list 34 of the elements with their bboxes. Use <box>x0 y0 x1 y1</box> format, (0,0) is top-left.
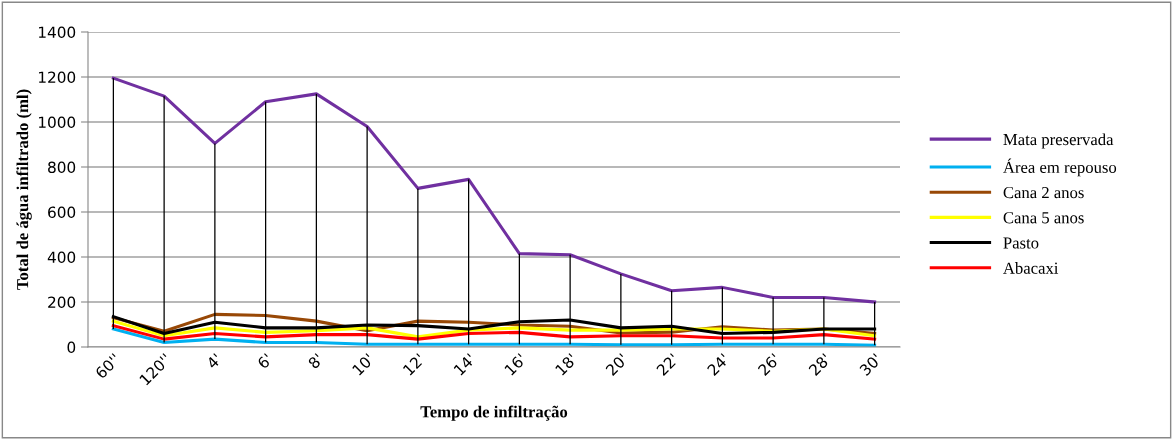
x-tick-label: 6' <box>256 353 273 370</box>
y-tick-label: 1400 <box>38 26 76 39</box>
y-tick-label: 600 <box>48 206 76 219</box>
legend-label: Abacaxi <box>1003 262 1059 274</box>
x-tick-label: 24' <box>706 353 730 376</box>
x-tick-label: 10' <box>351 353 375 376</box>
x-axis-title: Tempo de infiltração <box>420 405 568 421</box>
x-tick-label: 20' <box>605 353 629 377</box>
line-series <box>111 76 877 304</box>
x-tick-label: 16' <box>504 353 527 376</box>
legend-label: Pasto <box>1003 237 1039 249</box>
y-tick-label: 0 <box>67 341 76 354</box>
legend-label: Cana 5 anos <box>1003 212 1084 224</box>
x-tick-label: 26' <box>757 353 781 377</box>
y-tick-label: 1200 <box>38 71 76 84</box>
legend-label: Mata preservada <box>1003 133 1114 149</box>
x-tick-label: 28' <box>808 353 832 377</box>
y-tick-label: 1000 <box>38 116 76 129</box>
x-tick-label: 12' <box>402 353 426 376</box>
x-tick-label: 60'' <box>94 353 121 380</box>
line-series <box>111 324 877 341</box>
y-tick-label: 800 <box>48 161 76 174</box>
y-tick-label: 200 <box>48 296 76 309</box>
legend-label: Cana 2 anos <box>1003 186 1084 199</box>
y-tick-label: 400 <box>47 251 76 264</box>
legend-label: Área em repouso <box>1003 158 1117 177</box>
x-tick-label: 14' <box>453 353 476 376</box>
x-tick-label: 4' <box>205 353 223 370</box>
x-tick-label: 22' <box>655 353 679 376</box>
x-tick-label: 8' <box>307 353 324 370</box>
x-tick-label: 30' <box>858 353 882 377</box>
x-tick-label: 18' <box>554 353 578 376</box>
line-series <box>111 327 877 347</box>
y-axis-title: Total de água infiltrado (ml) <box>16 89 32 290</box>
